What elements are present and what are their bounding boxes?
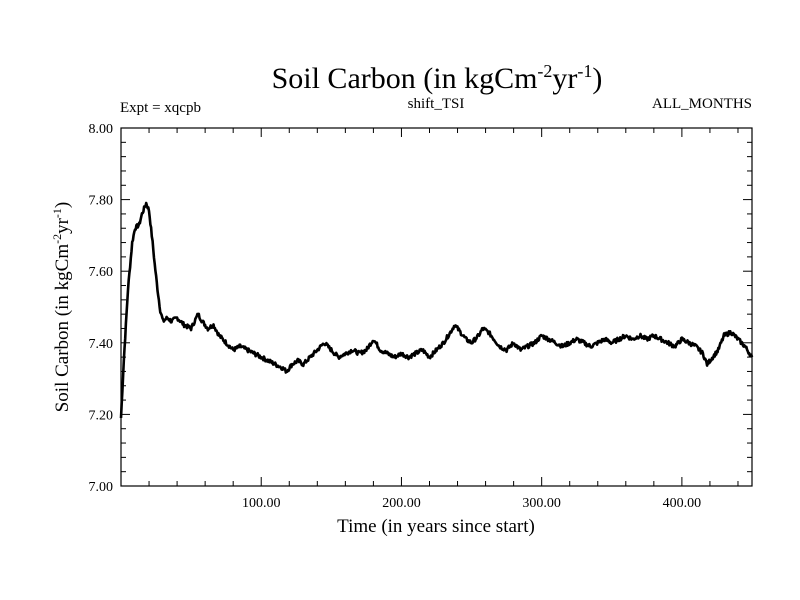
x-tick-label: 100.00 [242, 496, 281, 511]
y-axis-label-sup1: -2 [50, 234, 64, 244]
chart-title-sup1: -2 [537, 61, 552, 81]
series-line-soil-carbon [119, 201, 754, 419]
chart-title: Soil Carbon (in kgCm-2yr-1) [272, 61, 603, 95]
axis-ticks [121, 128, 752, 486]
chart-title-end: ) [592, 62, 602, 95]
y-axis-label-sup2: -1 [50, 208, 64, 218]
plot-frame [120, 127, 753, 487]
y-tick-label: 7.20 [89, 408, 114, 423]
y-axis-label-mid: yr [52, 217, 73, 234]
y-tick-label: 7.00 [89, 480, 114, 495]
axis-tick-labels: 100.00 200.00 300.00 400.00 7.00 7.20 7.40 7.60… [89, 122, 702, 511]
x-tick-label: 200.00 [382, 496, 421, 511]
y-axis-label: Soil Carbon (in kgCm-2yr-1) [50, 202, 73, 413]
chart-title-sup2: -1 [577, 61, 592, 81]
subtitle-experiment: Expt = xqcpb [120, 100, 201, 116]
chart-title-main: Soil Carbon (in kgCm [272, 62, 538, 95]
y-tick-label: 8.00 [89, 122, 114, 137]
x-axis-label: Time (in years since start) [337, 516, 535, 537]
subtitle-variable: shift_TSI [408, 96, 465, 112]
x-tick-label: 300.00 [522, 496, 561, 511]
y-tick-label: 7.60 [89, 265, 114, 280]
y-tick-label: 7.80 [89, 194, 114, 209]
y-axis-label-end: ) [52, 202, 73, 208]
chart-title-mid: yr [552, 62, 577, 95]
y-tick-label: 7.40 [89, 337, 114, 352]
x-tick-label: 400.00 [663, 496, 702, 511]
y-axis-label-main: Soil Carbon (in kgCm [52, 244, 73, 413]
subtitle-months: ALL_MONTHS [652, 96, 752, 112]
